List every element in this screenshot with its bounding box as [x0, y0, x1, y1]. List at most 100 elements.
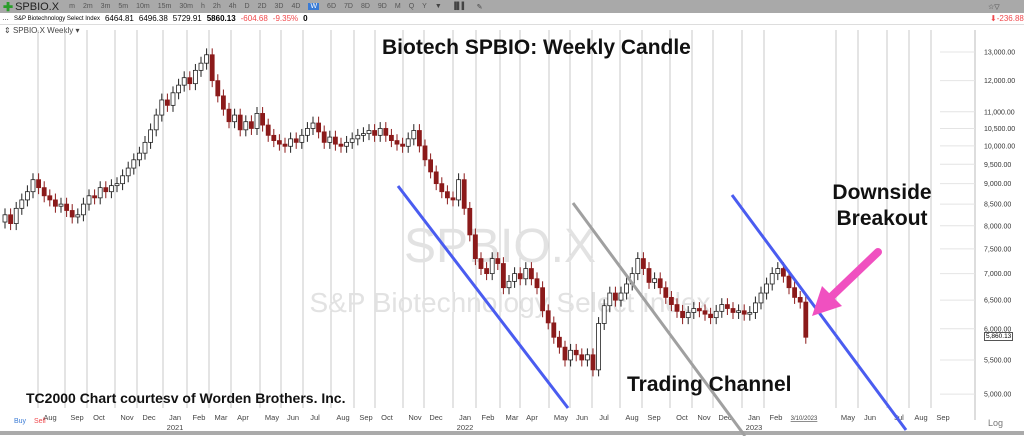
candle-down [803, 301, 809, 338]
candle-up [512, 273, 517, 282]
candle-up [736, 310, 741, 313]
candle-up [13, 207, 19, 224]
star-icon[interactable]: ☆▽ [988, 3, 1000, 11]
chart-type-icon[interactable]: ▐▌▌ [451, 3, 467, 10]
candle-down [461, 179, 467, 209]
candle-down [433, 171, 439, 185]
x-tick-label: 3/10/2023 [791, 416, 818, 422]
log-toggle[interactable]: Log [988, 418, 1004, 428]
candle-down [674, 304, 680, 312]
x-tick-label: Feb [770, 413, 783, 422]
candle-down [641, 258, 646, 269]
candle-down [187, 77, 193, 85]
x-tick-label: Oct [93, 413, 106, 422]
x-tick-label: Sep [936, 413, 949, 422]
candle-down [64, 203, 69, 211]
candle-up [489, 258, 495, 275]
timeframe-9D[interactable]: 9D [377, 3, 387, 10]
candle-down [702, 310, 708, 315]
timeframe-2D[interactable]: 2D [257, 3, 267, 10]
candle-up [2, 214, 8, 223]
candle-up [148, 129, 154, 143]
x-tick-label: Nov [697, 413, 711, 422]
candle-up [114, 183, 120, 187]
timeframe-10m[interactable]: 10m [136, 3, 150, 10]
timeframe-3D[interactable]: 3D [274, 3, 284, 10]
timeframe-h[interactable]: h [201, 3, 205, 10]
timeframe-3m[interactable]: 3m [100, 3, 111, 10]
candle-up [86, 195, 92, 205]
timeframe-5m[interactable]: 5m [118, 3, 129, 10]
timeframe-2m[interactable]: 2m [82, 3, 93, 10]
candle-down [478, 258, 484, 269]
candle-up [377, 128, 383, 136]
candle-up [355, 134, 361, 140]
chart-label[interactable]: ⇕ SPBIO.X Weekly ▾ [4, 26, 80, 35]
x-tick-label: Nov [408, 413, 422, 422]
credit-annotation: TC2000 Chart courtesv of Worden Brothers… [26, 390, 346, 406]
breakout-arrow-shaft [828, 248, 882, 300]
quote-last: 5860.13 [206, 14, 236, 23]
dropdown-icon[interactable]: ▼ [434, 3, 442, 10]
candle-up [360, 133, 366, 136]
candle-down [557, 336, 562, 348]
candle-down [282, 143, 288, 147]
draw-icon[interactable]: ✎ [476, 3, 483, 11]
timeframe-4h[interactable]: 4h [228, 3, 237, 10]
candle-up [131, 159, 137, 169]
timeframe-D[interactable]: D [244, 3, 250, 10]
timeframe-8D[interactable]: 8D [360, 3, 370, 10]
candle-down [372, 130, 378, 136]
candle-down [321, 131, 327, 143]
candle-up [97, 187, 103, 199]
timeframe-Q[interactable]: Q [408, 3, 415, 10]
x-tick-year: 2022 [457, 423, 474, 432]
timeframe-30m[interactable]: 30m [179, 3, 194, 10]
x-tick-label: Aug [43, 413, 56, 422]
sell-button[interactable]: Sell [34, 418, 46, 425]
candle-down [663, 287, 669, 298]
y-tick-label: 8,000.00 [984, 223, 1011, 230]
timeframe-Y[interactable]: Y [422, 3, 427, 10]
candle-down [103, 187, 109, 193]
candle-down [484, 268, 490, 275]
y-tick-label: 9,500.00 [984, 162, 1011, 169]
candle-down [41, 187, 47, 197]
timeframe-6D[interactable]: 6D [327, 3, 336, 10]
candle-down [725, 304, 730, 309]
timeframe-4D[interactable]: 4D [291, 3, 301, 10]
candle-up [254, 113, 260, 129]
y-tick-label: 13,000.00 [984, 50, 1015, 57]
quote-change: -604.68 [240, 14, 268, 23]
timeframe-W[interactable]: W [308, 3, 320, 10]
candle-down [394, 140, 400, 145]
timeframe-7D[interactable]: 7D [344, 3, 353, 10]
symbol-field[interactable]: SPBIO.X [15, 0, 60, 13]
timeframe-2h[interactable]: 2h [212, 3, 221, 10]
candle-down [786, 275, 792, 289]
candle-down [529, 268, 534, 280]
candle-down [69, 210, 75, 218]
x-tick-label: Oct [676, 413, 689, 422]
buy-button[interactable]: Buy [14, 418, 27, 425]
timeframe-M[interactable]: M [394, 3, 401, 10]
candle-down [260, 113, 266, 126]
candle-down [680, 310, 685, 319]
y-tick-label: 11,000.00 [984, 109, 1015, 116]
y-tick-label: 8,500.00 [984, 202, 1011, 209]
candle-down [428, 159, 434, 173]
timeframe-15m[interactable]: 15m [157, 3, 172, 10]
x-tick-year: 2021 [167, 423, 184, 432]
right-change: ⬇-236.88 [990, 14, 1024, 23]
candle-down [797, 297, 803, 303]
candle-up [170, 92, 176, 106]
x-tick-label: Sep [647, 413, 660, 422]
candle-down [164, 99, 170, 106]
candle-up [758, 292, 764, 304]
quote-pct: -9.35% [272, 14, 299, 23]
timeframe-m[interactable]: m [69, 3, 75, 10]
candle-up [618, 292, 624, 301]
add-symbol-icon[interactable]: ✚ [3, 0, 14, 14]
more-icon[interactable]: … [2, 15, 9, 22]
